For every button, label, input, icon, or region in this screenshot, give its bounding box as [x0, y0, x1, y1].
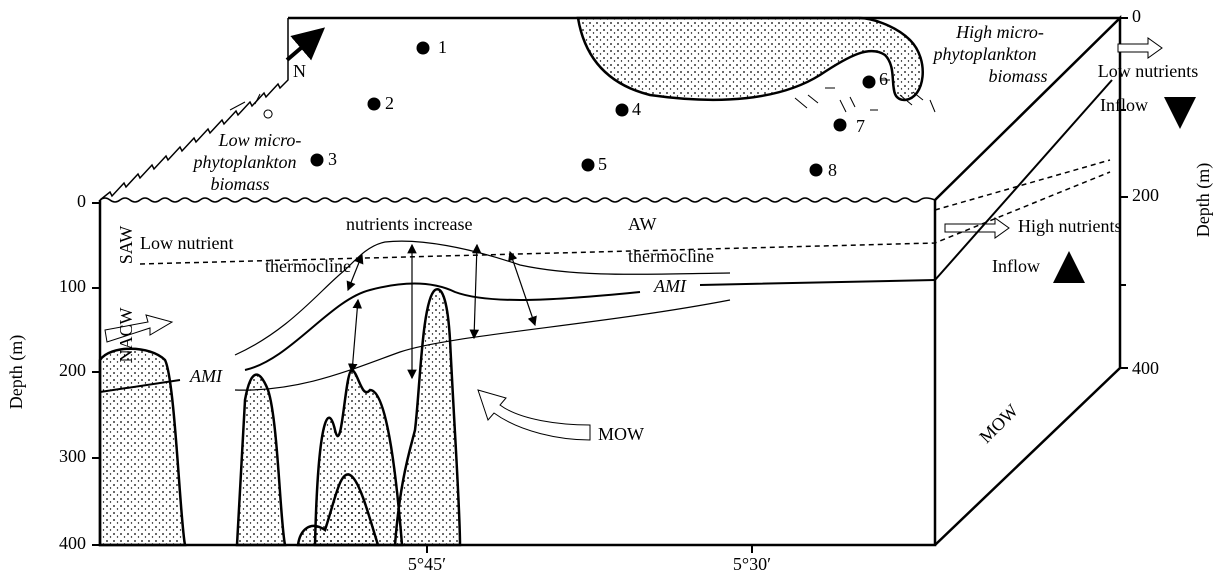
hollow-arrow — [1118, 38, 1162, 58]
diagram: 1 2 3 4 5 6 7 8 N High micro- phytoplank… — [0, 0, 1218, 577]
water-mass: AW — [628, 214, 657, 234]
inflow-label: Inflow — [1100, 95, 1148, 115]
mow-arrow — [478, 390, 590, 440]
station-label: 8 — [828, 160, 837, 180]
station-label: 4 — [632, 99, 641, 119]
axis-title: Depth (m) — [1193, 163, 1214, 237]
tick-label: 5°30′ — [733, 554, 771, 574]
tick-label: 200 — [59, 360, 86, 380]
thermocline-label: thermocline — [628, 246, 714, 266]
lower-boundary — [235, 300, 730, 390]
station-label: 3 — [328, 149, 337, 169]
biomass-label: biomass — [210, 174, 269, 194]
biomass-label: Low micro- — [218, 130, 302, 150]
nutrients-increase: nutrients increase — [346, 214, 472, 234]
inflow-label: Inflow — [992, 256, 1040, 276]
axis-title: Depth (m) — [6, 335, 27, 409]
ami-label: AMI — [653, 276, 687, 296]
station-label: 1 — [438, 37, 447, 57]
biomass-label: High micro- — [955, 22, 1044, 42]
ami-line — [100, 280, 935, 392]
station-label: 2 — [385, 93, 394, 113]
bottom-axis: 5°45′ 5°30′ — [408, 545, 771, 574]
biomass-label: biomass — [988, 66, 1047, 86]
water-mass: SAW — [116, 226, 136, 265]
north-arrow — [287, 30, 322, 60]
hollow-arrow — [105, 315, 172, 342]
tick-label: 400 — [59, 533, 86, 553]
ami-label: AMI — [189, 366, 223, 386]
water-mass: MOW — [598, 424, 644, 444]
station-label: 7 — [856, 116, 865, 136]
tick-label: 300 — [59, 446, 86, 466]
station-label: 5 — [598, 154, 607, 174]
tick-label: 200 — [1132, 185, 1159, 205]
water-mass: MOW — [975, 400, 1022, 447]
low-nutrients: Low nutrients — [1098, 61, 1199, 81]
left-axis: 0 100 200 300 400 Depth (m) — [6, 191, 100, 553]
low-nutrient: Low nutrient — [140, 233, 233, 253]
thermocline-line — [140, 172, 1110, 264]
thermocline-line — [935, 160, 1110, 210]
tick-label: 400 — [1132, 358, 1159, 378]
tick-label: 5°45′ — [408, 554, 446, 574]
thermocline-label: thermocline — [265, 256, 351, 276]
harbor-icons — [230, 80, 935, 118]
water-mass: NACW — [116, 307, 136, 362]
ami-side — [935, 80, 1112, 280]
station-label: 6 — [879, 69, 888, 89]
tick-label: 0 — [77, 191, 86, 211]
tick-label: 100 — [59, 276, 86, 296]
high-nutrients: High nutrients — [1018, 216, 1122, 236]
biomass-label: phytoplankton — [932, 44, 1037, 64]
hollow-arrow — [945, 218, 1009, 238]
tick-label: 0 — [1132, 6, 1141, 26]
north-label: N — [293, 61, 306, 81]
biomass-label: phytoplankton — [192, 152, 297, 172]
